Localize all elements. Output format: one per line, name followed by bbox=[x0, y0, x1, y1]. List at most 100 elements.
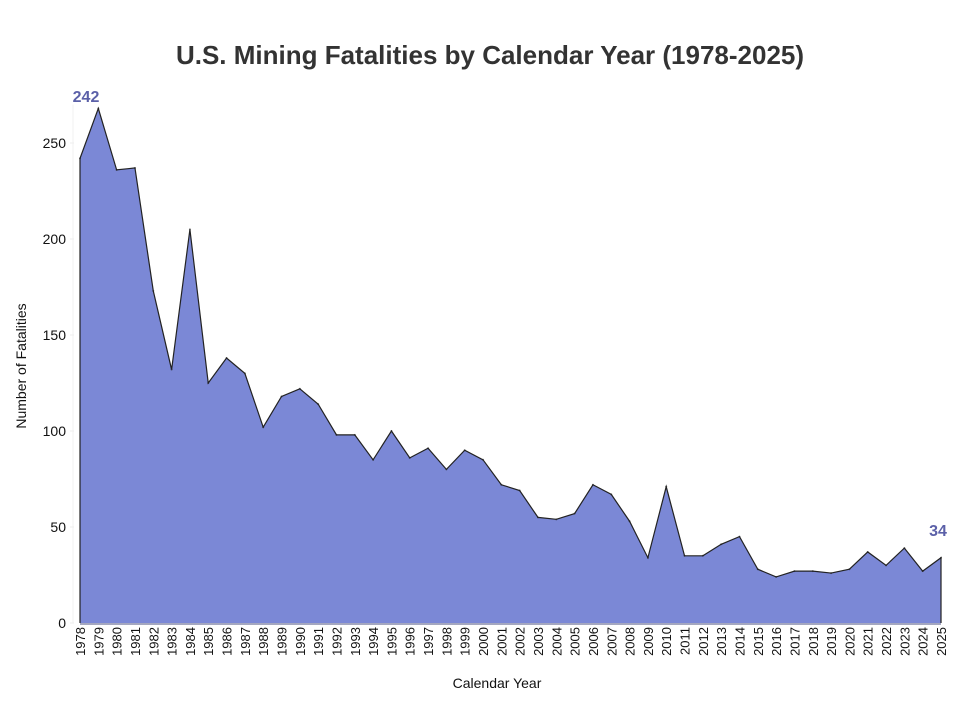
data-point-2007 bbox=[610, 493, 613, 496]
x-tick-label: 2023 bbox=[897, 627, 912, 656]
x-tick-label: 1982 bbox=[146, 627, 161, 656]
y-axis-label: Number of Fatalities bbox=[13, 303, 29, 428]
x-tick-label: 1999 bbox=[458, 627, 473, 656]
x-tick-label: 1995 bbox=[384, 627, 399, 656]
x-tick-label: 1978 bbox=[73, 627, 88, 656]
y-tick-label: 100 bbox=[43, 423, 67, 439]
data-point-1980 bbox=[115, 168, 118, 171]
x-tick-label: 2025 bbox=[934, 627, 949, 656]
data-point-1983 bbox=[170, 368, 173, 371]
data-point-1982 bbox=[152, 289, 155, 292]
x-tick-label: 1996 bbox=[403, 627, 418, 656]
x-tick-label: 1980 bbox=[110, 627, 125, 656]
x-tick-label: 2024 bbox=[916, 627, 931, 656]
data-point-2016 bbox=[775, 575, 778, 578]
data-point-1979 bbox=[97, 107, 100, 110]
y-tick-label: 250 bbox=[43, 135, 67, 151]
chart-title: U.S. Mining Fatalities by Calendar Year … bbox=[176, 40, 804, 70]
data-point-2003 bbox=[536, 516, 539, 519]
data-point-1981 bbox=[133, 166, 136, 169]
x-tick-label: 2013 bbox=[714, 627, 729, 656]
data-point-2002 bbox=[518, 489, 521, 492]
x-tick-label: 1990 bbox=[293, 627, 308, 656]
x-tick-label: 2003 bbox=[531, 627, 546, 656]
x-tick-label: 1985 bbox=[201, 627, 216, 656]
x-tick-label: 2010 bbox=[659, 627, 674, 656]
data-point-1997 bbox=[427, 447, 430, 450]
x-tick-label: 1993 bbox=[348, 627, 363, 656]
x-axis-label: Calendar Year bbox=[453, 675, 542, 691]
data-point-2006 bbox=[591, 483, 594, 486]
data-point-1990 bbox=[298, 387, 301, 390]
x-tick-label: 1991 bbox=[311, 627, 326, 656]
data-point-2020 bbox=[848, 568, 851, 571]
data-point-2013 bbox=[720, 543, 723, 546]
x-tick-label: 2006 bbox=[586, 627, 601, 656]
data-point-2004 bbox=[555, 518, 558, 521]
data-point-2001 bbox=[500, 483, 503, 486]
x-tick-label: 1979 bbox=[91, 627, 106, 656]
x-tick-label: 1983 bbox=[165, 627, 180, 656]
data-point-2019 bbox=[830, 572, 833, 575]
data-point-1991 bbox=[317, 403, 320, 406]
x-tick-label: 2011 bbox=[678, 627, 693, 655]
data-label-1978: 242 bbox=[73, 89, 100, 106]
data-point-2018 bbox=[811, 570, 814, 573]
data-point-1994 bbox=[372, 458, 375, 461]
x-tick-label: 1987 bbox=[238, 627, 253, 656]
x-tick-label: 2000 bbox=[476, 627, 491, 656]
y-tick-label: 0 bbox=[58, 615, 66, 631]
x-tick-label: 2015 bbox=[751, 627, 766, 656]
y-tick-label: 200 bbox=[43, 231, 67, 247]
x-tick-label: 1997 bbox=[421, 627, 436, 656]
x-tick-label: 2017 bbox=[787, 627, 802, 656]
data-point-1992 bbox=[335, 433, 338, 436]
data-point-2017 bbox=[793, 570, 796, 573]
x-tick-label: 2001 bbox=[494, 627, 509, 656]
x-tick-label: 2007 bbox=[604, 627, 619, 656]
data-point-2015 bbox=[756, 568, 759, 571]
data-point-2021 bbox=[866, 550, 869, 553]
data-point-1978 bbox=[79, 157, 81, 160]
x-tick-label: 2005 bbox=[568, 627, 583, 656]
x-tick-label: 2021 bbox=[861, 627, 876, 656]
x-tick-label: 2019 bbox=[824, 627, 839, 656]
data-point-1999 bbox=[463, 449, 466, 452]
x-tick-label: 1981 bbox=[128, 627, 143, 656]
x-tick-label: 2018 bbox=[806, 627, 821, 656]
data-point-2005 bbox=[573, 512, 576, 515]
x-tick-label: 2004 bbox=[549, 627, 564, 656]
data-point-2011 bbox=[683, 554, 686, 557]
data-point-2009 bbox=[646, 556, 649, 559]
data-point-1988 bbox=[262, 426, 265, 429]
data-point-1987 bbox=[243, 372, 246, 375]
data-point-2010 bbox=[665, 485, 668, 488]
x-tick-label: 2002 bbox=[513, 627, 528, 656]
data-point-2024 bbox=[921, 570, 924, 573]
x-tick-label: 2022 bbox=[879, 627, 894, 656]
x-tick-label: 1988 bbox=[256, 627, 271, 656]
data-point-2022 bbox=[885, 564, 888, 567]
data-point-1993 bbox=[353, 433, 356, 436]
data-point-1984 bbox=[188, 228, 191, 231]
x-tick-label: 1989 bbox=[275, 627, 290, 656]
data-label-2025: 34 bbox=[929, 523, 947, 540]
data-point-2000 bbox=[482, 458, 485, 461]
y-tick-label: 150 bbox=[43, 327, 67, 343]
x-tick-label: 1992 bbox=[329, 627, 344, 656]
area-outline bbox=[79, 106, 942, 623]
data-point-2025 bbox=[940, 556, 942, 559]
data-point-1998 bbox=[445, 468, 448, 471]
x-tick-label: 2016 bbox=[769, 627, 784, 656]
x-tick-label: 1984 bbox=[183, 627, 198, 656]
data-point-1986 bbox=[225, 357, 228, 360]
y-tick-label: 50 bbox=[50, 519, 66, 535]
x-tick-label: 2014 bbox=[732, 627, 747, 656]
area-fill bbox=[80, 108, 941, 623]
data-point-1995 bbox=[390, 430, 393, 432]
data-point-2012 bbox=[701, 554, 704, 557]
x-tick-label: 2009 bbox=[641, 627, 656, 656]
data-point-2008 bbox=[628, 520, 631, 523]
data-point-2023 bbox=[903, 547, 906, 550]
